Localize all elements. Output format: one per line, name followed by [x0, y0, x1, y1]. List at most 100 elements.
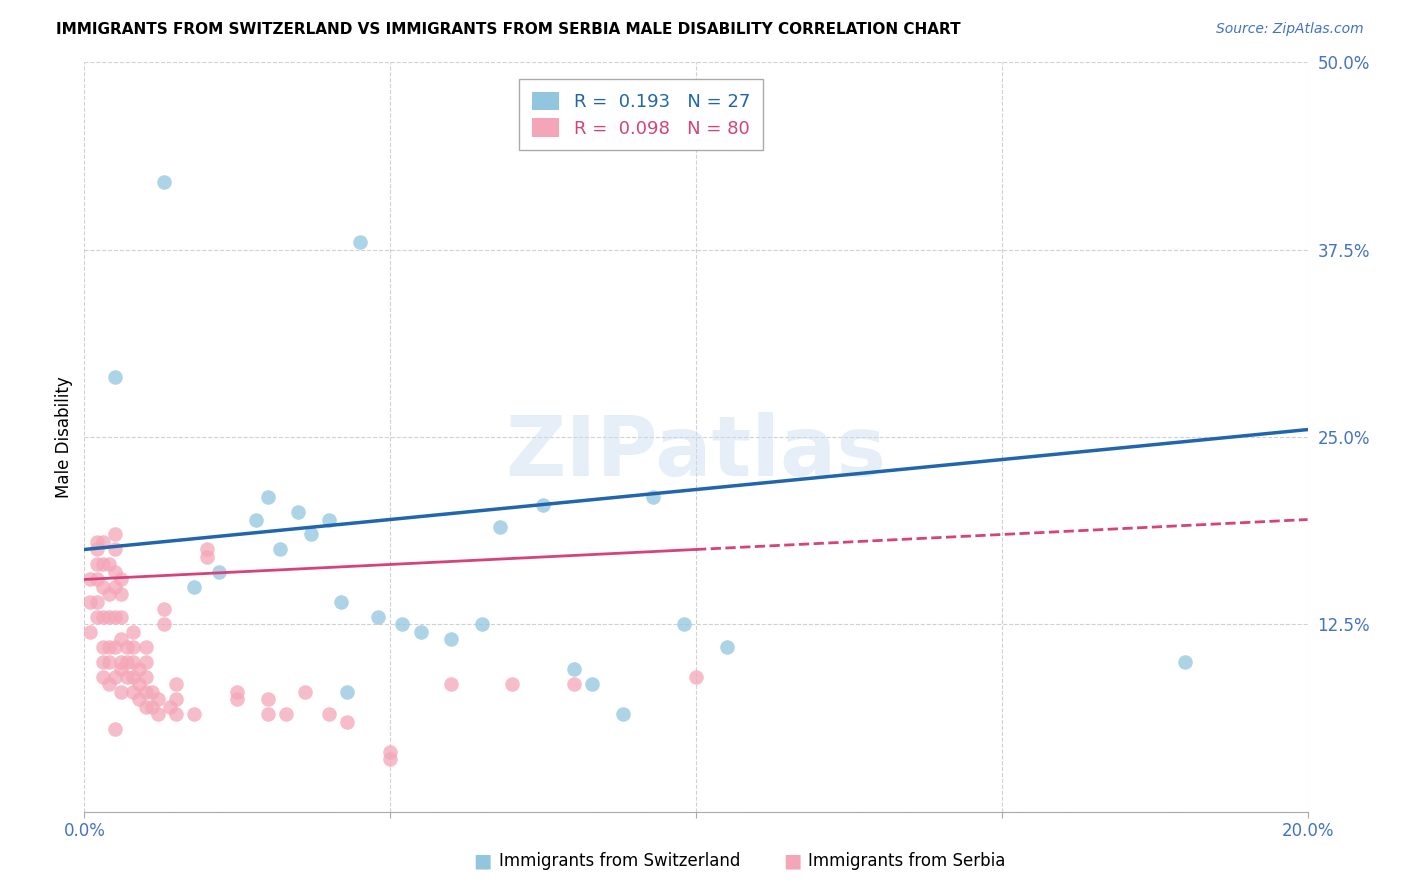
Point: [159, 699, 181, 714]
Point: [115, 670, 138, 684]
Point: [97, 587, 120, 601]
Point: [86, 610, 108, 624]
Point: [165, 677, 187, 691]
Point: [146, 692, 169, 706]
Point: [226, 685, 249, 699]
Point: [135, 655, 157, 669]
Point: [110, 573, 132, 587]
Point: [581, 677, 603, 691]
Point: [257, 490, 280, 504]
Point: [110, 632, 132, 647]
Point: [349, 235, 371, 250]
Point: [562, 662, 585, 676]
Point: [91, 670, 114, 684]
Point: [86, 558, 108, 572]
Point: [294, 685, 316, 699]
Text: ZIPatlas: ZIPatlas: [506, 411, 886, 492]
Point: [391, 617, 413, 632]
Point: [1174, 655, 1197, 669]
Point: [122, 670, 145, 684]
Point: [135, 685, 157, 699]
Point: [97, 610, 120, 624]
Point: [91, 558, 114, 572]
Point: [86, 595, 108, 609]
Point: [226, 692, 249, 706]
Point: [531, 498, 554, 512]
Point: [195, 549, 218, 564]
Point: [104, 527, 127, 541]
Point: [104, 670, 127, 684]
Point: [91, 535, 114, 549]
Point: [104, 565, 127, 579]
Point: [208, 565, 231, 579]
Legend: R =  0.193   N = 27, R =  0.098   N = 80: R = 0.193 N = 27, R = 0.098 N = 80: [519, 79, 762, 150]
Point: [318, 512, 340, 526]
Point: [318, 707, 340, 722]
Point: [104, 723, 127, 737]
Point: [612, 707, 634, 722]
Point: [97, 558, 120, 572]
Point: [104, 542, 127, 557]
Point: [110, 685, 132, 699]
Point: [489, 520, 512, 534]
Point: [502, 677, 524, 691]
Point: [195, 542, 218, 557]
Point: [128, 692, 150, 706]
Point: [135, 699, 157, 714]
Point: [128, 662, 150, 676]
Text: Immigrants from Switzerland: Immigrants from Switzerland: [499, 852, 741, 870]
Point: [79, 573, 101, 587]
Point: [672, 617, 695, 632]
Point: [153, 602, 176, 616]
Point: [367, 610, 389, 624]
Point: [104, 580, 127, 594]
Point: [183, 707, 205, 722]
Text: Source: ZipAtlas.com: Source: ZipAtlas.com: [1216, 22, 1364, 37]
Point: [380, 752, 402, 766]
Point: [440, 677, 463, 691]
Point: [91, 610, 114, 624]
Point: [86, 535, 108, 549]
Point: [97, 677, 120, 691]
Point: [716, 640, 738, 654]
Point: [153, 175, 176, 189]
Point: [287, 505, 309, 519]
Point: [115, 655, 138, 669]
Text: ■: ■: [474, 851, 492, 871]
Point: [91, 640, 114, 654]
Point: [97, 655, 120, 669]
Point: [183, 580, 205, 594]
Point: [257, 707, 280, 722]
Text: IMMIGRANTS FROM SWITZERLAND VS IMMIGRANTS FROM SERBIA MALE DISABILITY CORRELATIO: IMMIGRANTS FROM SWITZERLAND VS IMMIGRANT…: [56, 22, 960, 37]
Point: [122, 685, 145, 699]
Point: [86, 573, 108, 587]
Y-axis label: Male Disability: Male Disability: [55, 376, 73, 498]
Point: [91, 655, 114, 669]
Point: [122, 624, 145, 639]
Point: [110, 610, 132, 624]
Point: [141, 699, 163, 714]
Text: ■: ■: [783, 851, 801, 871]
Point: [153, 617, 176, 632]
Point: [257, 692, 280, 706]
Point: [104, 610, 127, 624]
Point: [79, 624, 101, 639]
Point: [122, 655, 145, 669]
Point: [110, 655, 132, 669]
Point: [110, 587, 132, 601]
Point: [115, 640, 138, 654]
Point: [440, 632, 463, 647]
Point: [336, 714, 359, 729]
Point: [135, 640, 157, 654]
Point: [104, 370, 127, 384]
Point: [97, 640, 120, 654]
Point: [276, 707, 298, 722]
Point: [562, 677, 585, 691]
Point: [86, 542, 108, 557]
Point: [330, 595, 353, 609]
Point: [336, 685, 359, 699]
Point: [165, 692, 187, 706]
Point: [299, 527, 322, 541]
Point: [104, 640, 127, 654]
Point: [409, 624, 432, 639]
